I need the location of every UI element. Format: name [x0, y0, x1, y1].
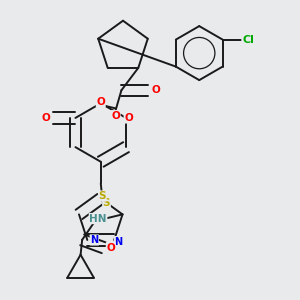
Text: S: S [103, 198, 110, 208]
Text: O: O [96, 97, 105, 107]
Text: O: O [111, 111, 120, 121]
Text: HN: HN [89, 214, 107, 224]
Text: O: O [151, 85, 160, 95]
Text: S: S [99, 191, 106, 201]
Text: O: O [41, 113, 50, 123]
Text: Cl: Cl [242, 34, 254, 45]
Text: O: O [124, 113, 133, 123]
Text: N: N [90, 235, 98, 245]
Text: O: O [106, 243, 115, 253]
Text: N: N [115, 237, 123, 247]
